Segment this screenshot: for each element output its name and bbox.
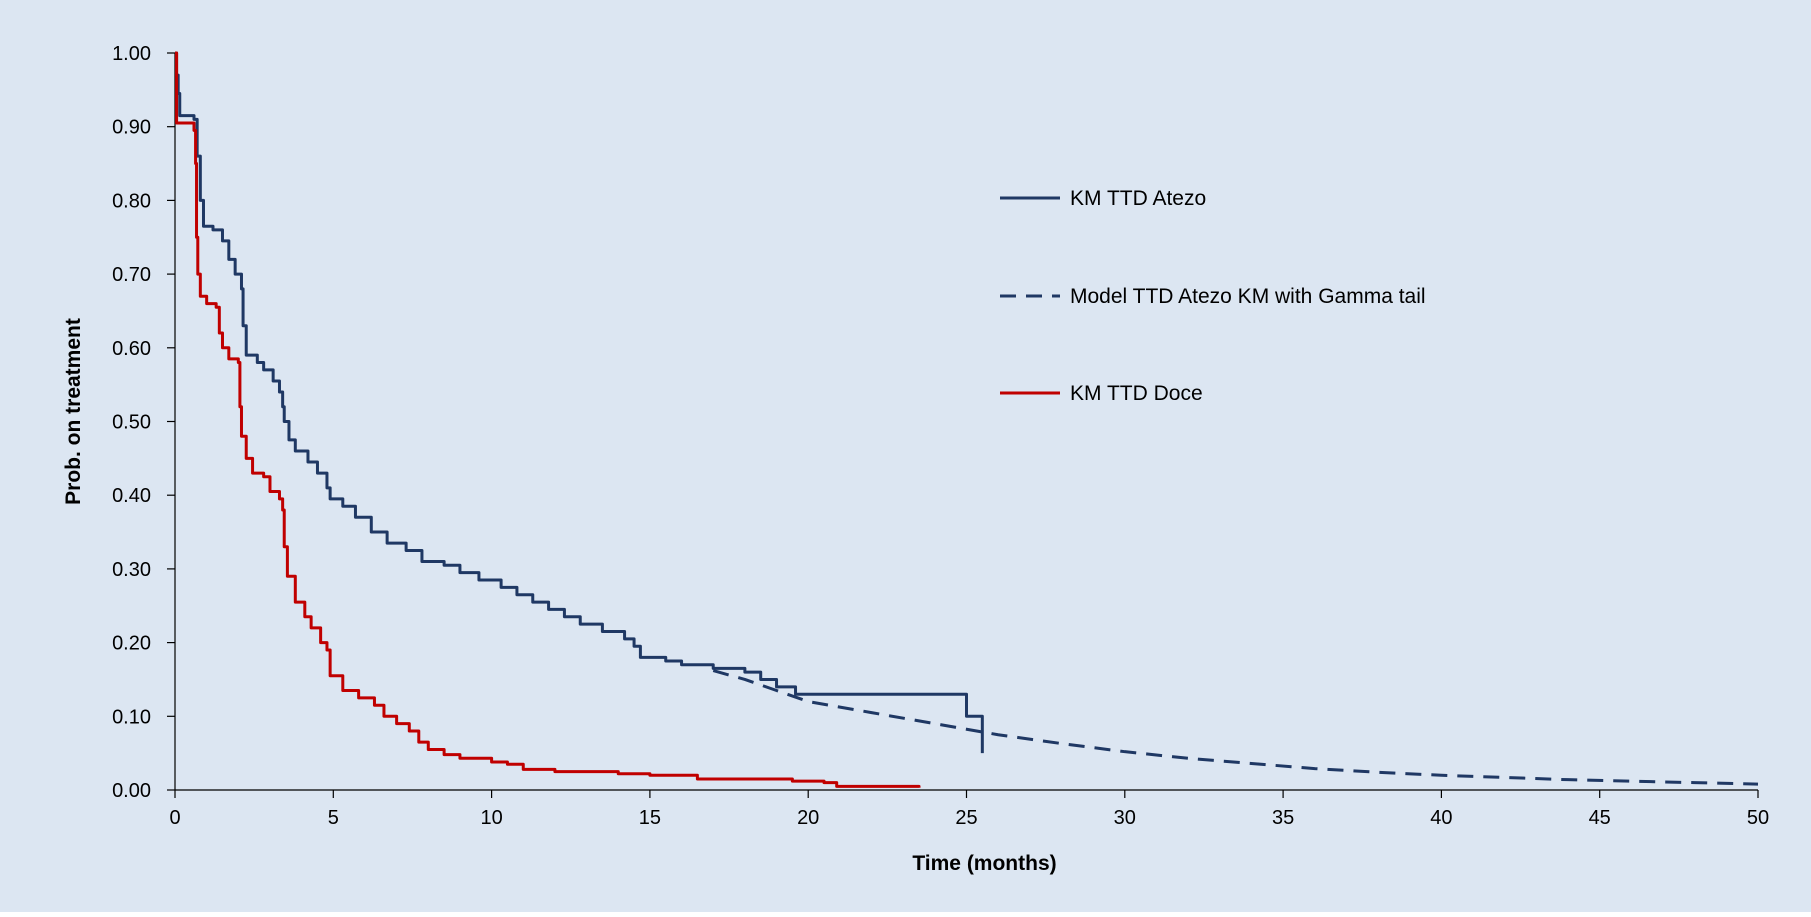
x-tick-label: 20 (797, 807, 819, 829)
legend-label: Model TTD Atezo KM with Gamma tail (1070, 285, 1426, 308)
y-tick-label: 0.70 (112, 264, 151, 286)
x-tick-label: 50 (1747, 807, 1769, 829)
y-tick-label: 0.20 (112, 633, 151, 655)
y-tick-label: 0.40 (112, 485, 151, 507)
x-tick-label: 0 (169, 807, 180, 829)
y-tick-label: 0.60 (112, 338, 151, 360)
x-axis-label: Time (months) (912, 852, 1056, 875)
series-line-1 (175, 51, 984, 754)
y-axis-label: Prob. on treatment (62, 318, 85, 505)
y-tick-label: 0.50 (112, 412, 151, 434)
axes: 0 5 10 15 20 25 30 35 40 45 50 0.00 0.10 0.20 0.30 0.40… (112, 43, 1769, 829)
y-tick-label: 0.10 (112, 706, 151, 728)
x-tick-label: 10 (480, 807, 502, 829)
y-tick-label: 0.90 (112, 117, 151, 139)
series-line-3 (175, 51, 921, 788)
legend-label: KM TTD Atezo (1070, 187, 1206, 210)
legend: KM TTD Atezo Model TTD Atezo KM with Gamm… (1000, 187, 1426, 405)
x-tick-label: 45 (1589, 807, 1611, 829)
y-tick-label: 0.00 (112, 780, 151, 802)
series-layer (175, 51, 1759, 788)
series-line-2 (712, 669, 1759, 786)
x-tick-label: 15 (639, 807, 661, 829)
legend-label: KM TTD Doce (1070, 382, 1203, 405)
x-tick-label: 30 (1114, 807, 1136, 829)
y-tick-label: 1.00 (112, 43, 151, 65)
x-tick-label: 40 (1430, 807, 1452, 829)
x-tick-label: 35 (1272, 807, 1294, 829)
y-tick-label: 0.80 (112, 190, 151, 212)
x-tick-label: 25 (955, 807, 977, 829)
x-tick-label: 5 (328, 807, 339, 829)
y-tick-label: 0.30 (112, 559, 151, 581)
